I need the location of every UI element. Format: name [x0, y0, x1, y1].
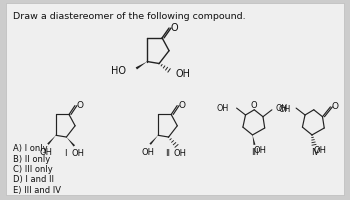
Text: O: O	[76, 101, 83, 110]
Text: OH: OH	[40, 147, 52, 156]
Text: OH: OH	[216, 103, 229, 112]
Text: OH: OH	[174, 149, 187, 158]
Text: D) I and II: D) I and II	[13, 175, 54, 184]
Text: O: O	[170, 23, 178, 33]
Text: OH: OH	[254, 146, 267, 154]
FancyBboxPatch shape	[6, 4, 344, 195]
Polygon shape	[47, 136, 56, 145]
Text: B) II only: B) II only	[13, 154, 50, 163]
Text: Draw a diastereomer of the following compound.: Draw a diastereomer of the following com…	[13, 12, 246, 21]
Text: OH: OH	[279, 105, 291, 114]
Text: I: I	[65, 148, 67, 157]
Text: O: O	[251, 101, 258, 110]
Polygon shape	[252, 135, 256, 145]
Text: A) I only: A) I only	[13, 144, 48, 153]
Text: O: O	[332, 102, 339, 111]
Text: II: II	[166, 148, 170, 157]
Text: OH: OH	[176, 69, 191, 79]
Text: OH: OH	[314, 146, 327, 154]
Polygon shape	[66, 137, 75, 147]
Text: OH: OH	[142, 147, 155, 156]
Text: OH: OH	[72, 149, 85, 158]
Text: III: III	[252, 147, 259, 156]
Polygon shape	[149, 136, 158, 145]
Text: O: O	[178, 101, 186, 110]
Polygon shape	[136, 62, 147, 70]
Text: E) III and IV: E) III and IV	[13, 185, 61, 194]
Text: IV: IV	[311, 147, 319, 156]
Text: C) III only: C) III only	[13, 164, 53, 173]
Text: HO: HO	[111, 66, 126, 76]
Text: OH: OH	[276, 103, 288, 112]
